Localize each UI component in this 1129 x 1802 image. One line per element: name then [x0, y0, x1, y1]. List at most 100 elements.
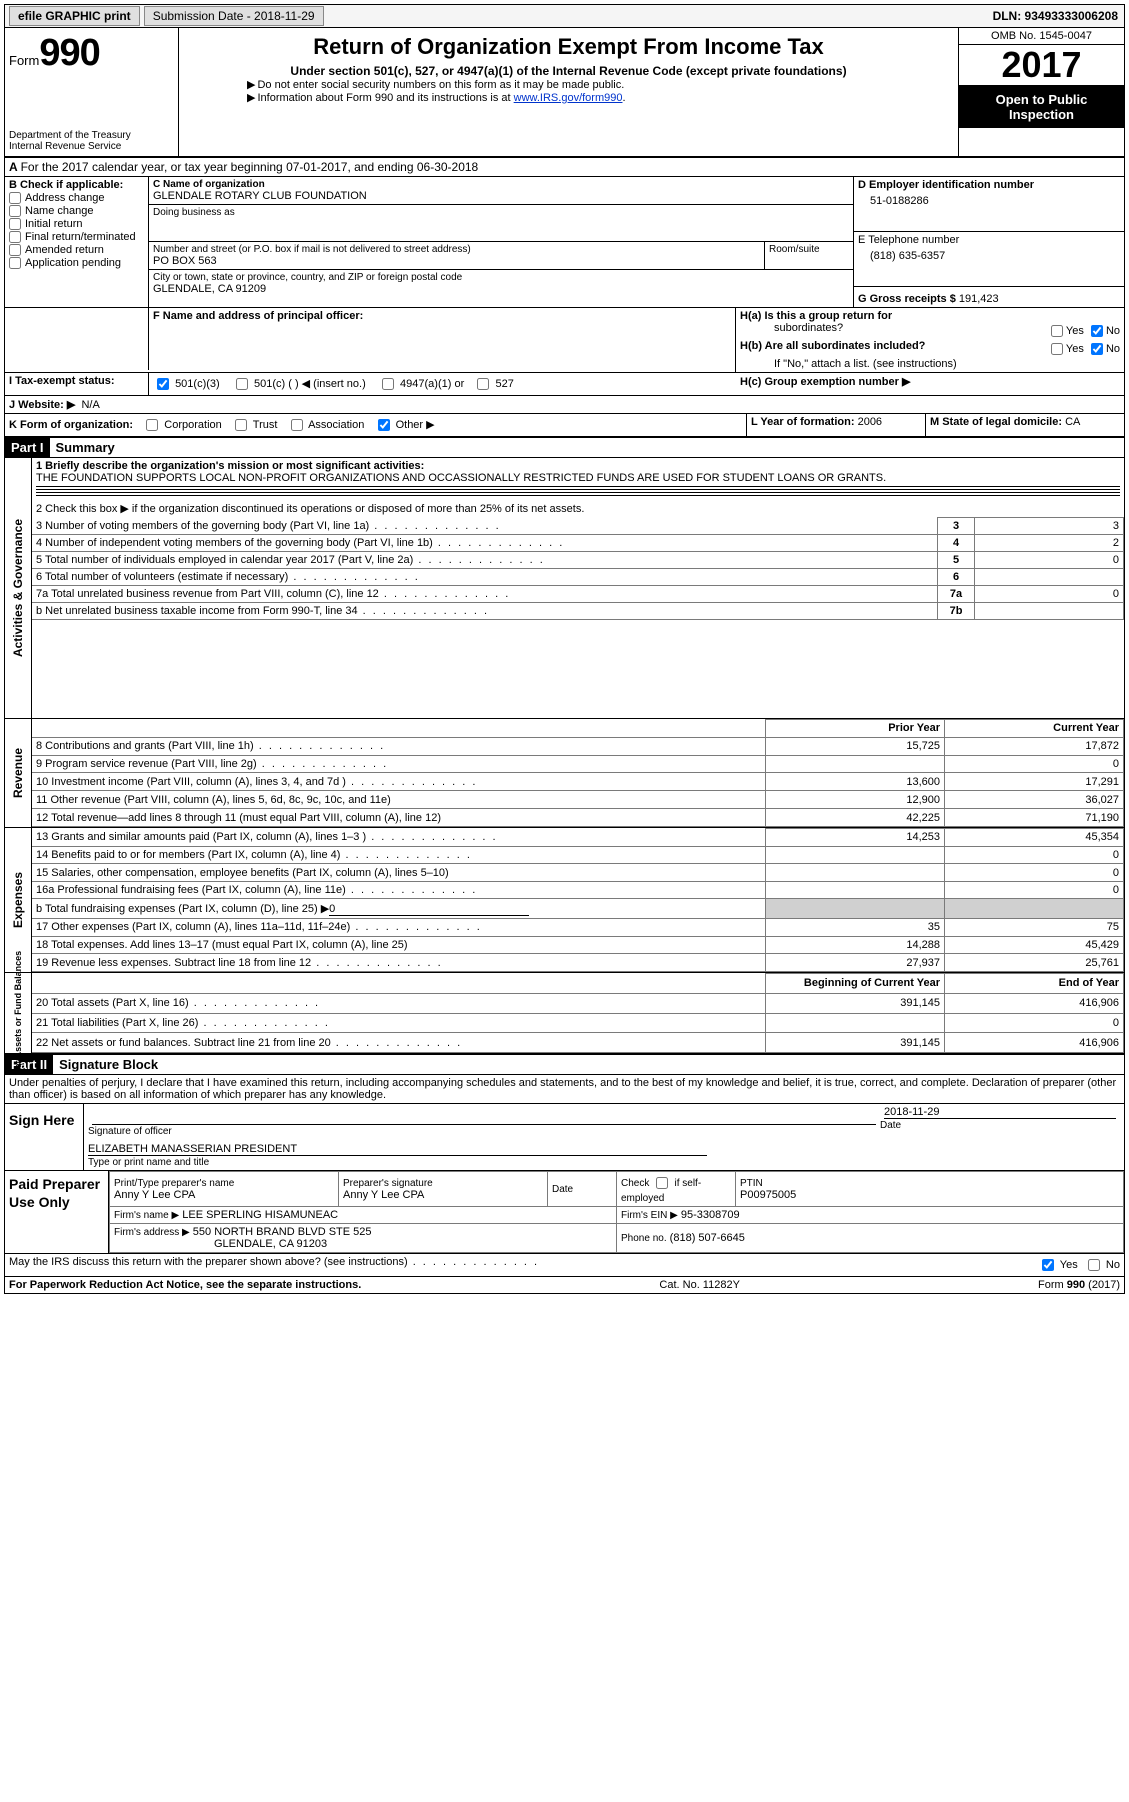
arrow-note-1: Do not enter social security numbers on …	[257, 79, 624, 91]
i-527[interactable]	[477, 378, 489, 390]
org-name: GLENDALE ROTARY CLUB FOUNDATION	[153, 190, 849, 202]
gross-receipts: 191,423	[959, 293, 999, 305]
section-bcdefg: B Check if applicable: Address change Na…	[5, 177, 1124, 307]
dln: DLN: 93493333006208	[993, 9, 1124, 23]
e-label: E Telephone number	[858, 234, 1120, 246]
firm-addr1: 550 NORTH BRAND BLVD STE 525	[193, 1226, 372, 1238]
preparer-name: Anny Y Lee CPA	[114, 1189, 195, 1201]
irs-link[interactable]: www.IRS.gov/form990	[514, 92, 623, 104]
check-name-change[interactable]	[9, 205, 21, 217]
line1: 1 Briefly describe the organization's mi…	[32, 458, 1124, 500]
section-deg: D Employer identification number 51-0188…	[853, 177, 1124, 307]
part1-rev: Revenue Prior YearCurrent Year 8 Contrib…	[5, 718, 1124, 827]
part1-header: Part I Summary	[5, 436, 1124, 458]
k-corp[interactable]	[146, 419, 158, 431]
street-label: Number and street (or P.O. box if mail i…	[153, 244, 760, 255]
officer-signature[interactable]	[92, 1106, 876, 1125]
i-4947[interactable]	[382, 378, 394, 390]
i-501c3[interactable]	[157, 378, 169, 390]
footer: For Paperwork Reduction Act Notice, see …	[5, 1276, 1124, 1293]
check-final-return[interactable]	[9, 231, 21, 243]
dept-treasury: Department of the Treasury	[9, 130, 131, 141]
k-other[interactable]	[378, 419, 390, 431]
top-bar: efile GRAPHIC print Submission Date - 20…	[5, 5, 1124, 28]
ptin: P00975005	[740, 1189, 796, 1201]
dba-label: Doing business as	[153, 207, 849, 218]
website: N/A	[81, 399, 99, 411]
discuss-no[interactable]	[1088, 1259, 1100, 1271]
section-b: B Check if applicable: Address change Na…	[5, 177, 149, 307]
check-self-employed[interactable]	[656, 1177, 668, 1189]
header-right: OMB No. 1545-0047 2017 Open to PublicIns…	[958, 28, 1124, 156]
part1-gov: Activities & Governance 1 Briefly descri…	[5, 458, 1124, 718]
dept-irs: Internal Revenue Service	[9, 141, 131, 152]
phone: (818) 635-6357	[858, 246, 1120, 262]
street: PO BOX 563	[153, 255, 760, 267]
sign-here: Sign Here Signature of officer 2018-11-2…	[5, 1103, 1124, 1170]
part1-net: Net Assets or Fund Balances Beginning of…	[5, 972, 1124, 1053]
section-klm: K Form of organization: Corporation Trus…	[5, 414, 1124, 436]
form-title: Return of Organization Exempt From Incom…	[187, 34, 950, 60]
city-label: City or town, state or province, country…	[153, 272, 849, 283]
sig-date: 2018-11-29	[884, 1106, 1116, 1119]
firm-ein: 95-3308709	[681, 1209, 740, 1221]
part2-header: Part II Signature Block	[5, 1053, 1124, 1075]
mission: THE FOUNDATION SUPPORTS LOCAL NON-PROFIT…	[36, 472, 886, 484]
open-to-public: Open to PublicInspection	[959, 85, 1124, 128]
k-trust[interactable]	[235, 419, 247, 431]
preparer-sig: Anny Y Lee CPA	[343, 1189, 424, 1201]
form-label: Form	[9, 53, 39, 68]
header-left: Form990 Department of the Treasury Inter…	[5, 28, 179, 156]
c-name-label: C Name of organization	[153, 179, 849, 190]
vtab-revenue: Revenue	[5, 719, 32, 827]
discuss-row: May the IRS discuss this return with the…	[5, 1253, 1124, 1276]
section-a: A For the 2017 calendar year, or tax yea…	[5, 158, 1124, 177]
ha-yes[interactable]	[1051, 325, 1063, 337]
section-i: I Tax-exempt status: 501(c)(3) 501(c) ( …	[5, 372, 1124, 395]
check-app-pending[interactable]	[9, 257, 21, 269]
b-header: B Check if applicable:	[9, 179, 144, 191]
paid-preparer: Paid Preparer Use Only Print/Type prepar…	[5, 1170, 1124, 1253]
hb-no[interactable]	[1091, 343, 1103, 355]
check-address-change[interactable]	[9, 192, 21, 204]
submission-date: Submission Date - 2018-11-29	[144, 6, 324, 26]
part1-exp: Expenses 13 Grants and similar amounts p…	[5, 827, 1124, 972]
form-number: 990	[39, 32, 99, 74]
room-label: Room/suite	[769, 244, 849, 255]
header: Form990 Department of the Treasury Inter…	[5, 28, 1124, 158]
gov-table: 3 Number of voting members of the govern…	[32, 517, 1124, 620]
f-label: F Name and address of principal officer:	[153, 310, 363, 322]
tax-year: 2017	[959, 45, 1124, 85]
ein: 51-0188286	[858, 191, 1120, 207]
section-c: C Name of organization GLENDALE ROTARY C…	[149, 177, 853, 307]
state-domicile: CA	[1065, 416, 1080, 428]
efile-print-button[interactable]: efile GRAPHIC print	[9, 6, 140, 26]
form-subtitle: Under section 501(c), 527, or 4947(a)(1)…	[187, 64, 950, 78]
city: GLENDALE, CA 91209	[153, 283, 849, 295]
firm-phone: (818) 507-6645	[670, 1232, 745, 1244]
discuss-yes[interactable]	[1042, 1259, 1054, 1271]
arrow-note-2-pre: Information about Form 990 and its instr…	[257, 92, 513, 104]
ha-no[interactable]	[1091, 325, 1103, 337]
vtab-governance: Activities & Governance	[5, 458, 32, 718]
firm-addr2: GLENDALE, CA 91203	[114, 1238, 327, 1250]
d-label: D Employer identification number	[858, 179, 1120, 191]
vtab-netassets: Net Assets or Fund Balances	[5, 973, 32, 1053]
firm-name: LEE SPERLING HISAMUNEAC	[182, 1209, 338, 1221]
k-assoc[interactable]	[291, 419, 303, 431]
form-container: efile GRAPHIC print Submission Date - 20…	[4, 4, 1125, 1294]
g-label: G Gross receipts $	[858, 293, 956, 305]
line2: 2 Check this box ▶ if the organization d…	[32, 500, 1124, 517]
declaration: Under penalties of perjury, I declare th…	[5, 1075, 1124, 1103]
check-initial-return[interactable]	[9, 218, 21, 230]
header-mid: Return of Organization Exempt From Incom…	[179, 28, 958, 156]
officer-name: ELIZABETH MANASSERIAN PRESIDENT	[88, 1143, 707, 1156]
check-amended[interactable]	[9, 244, 21, 256]
hb-yes[interactable]	[1051, 343, 1063, 355]
section-j: J Website: ▶ N/A	[5, 395, 1124, 414]
section-fh: F Name and address of principal officer:…	[5, 307, 1124, 372]
year-formation: 2006	[858, 416, 882, 428]
omb-number: OMB No. 1545-0047	[959, 28, 1124, 45]
section-h: H(a) Is this a group return for subordin…	[735, 308, 1124, 372]
i-501c[interactable]	[236, 378, 248, 390]
